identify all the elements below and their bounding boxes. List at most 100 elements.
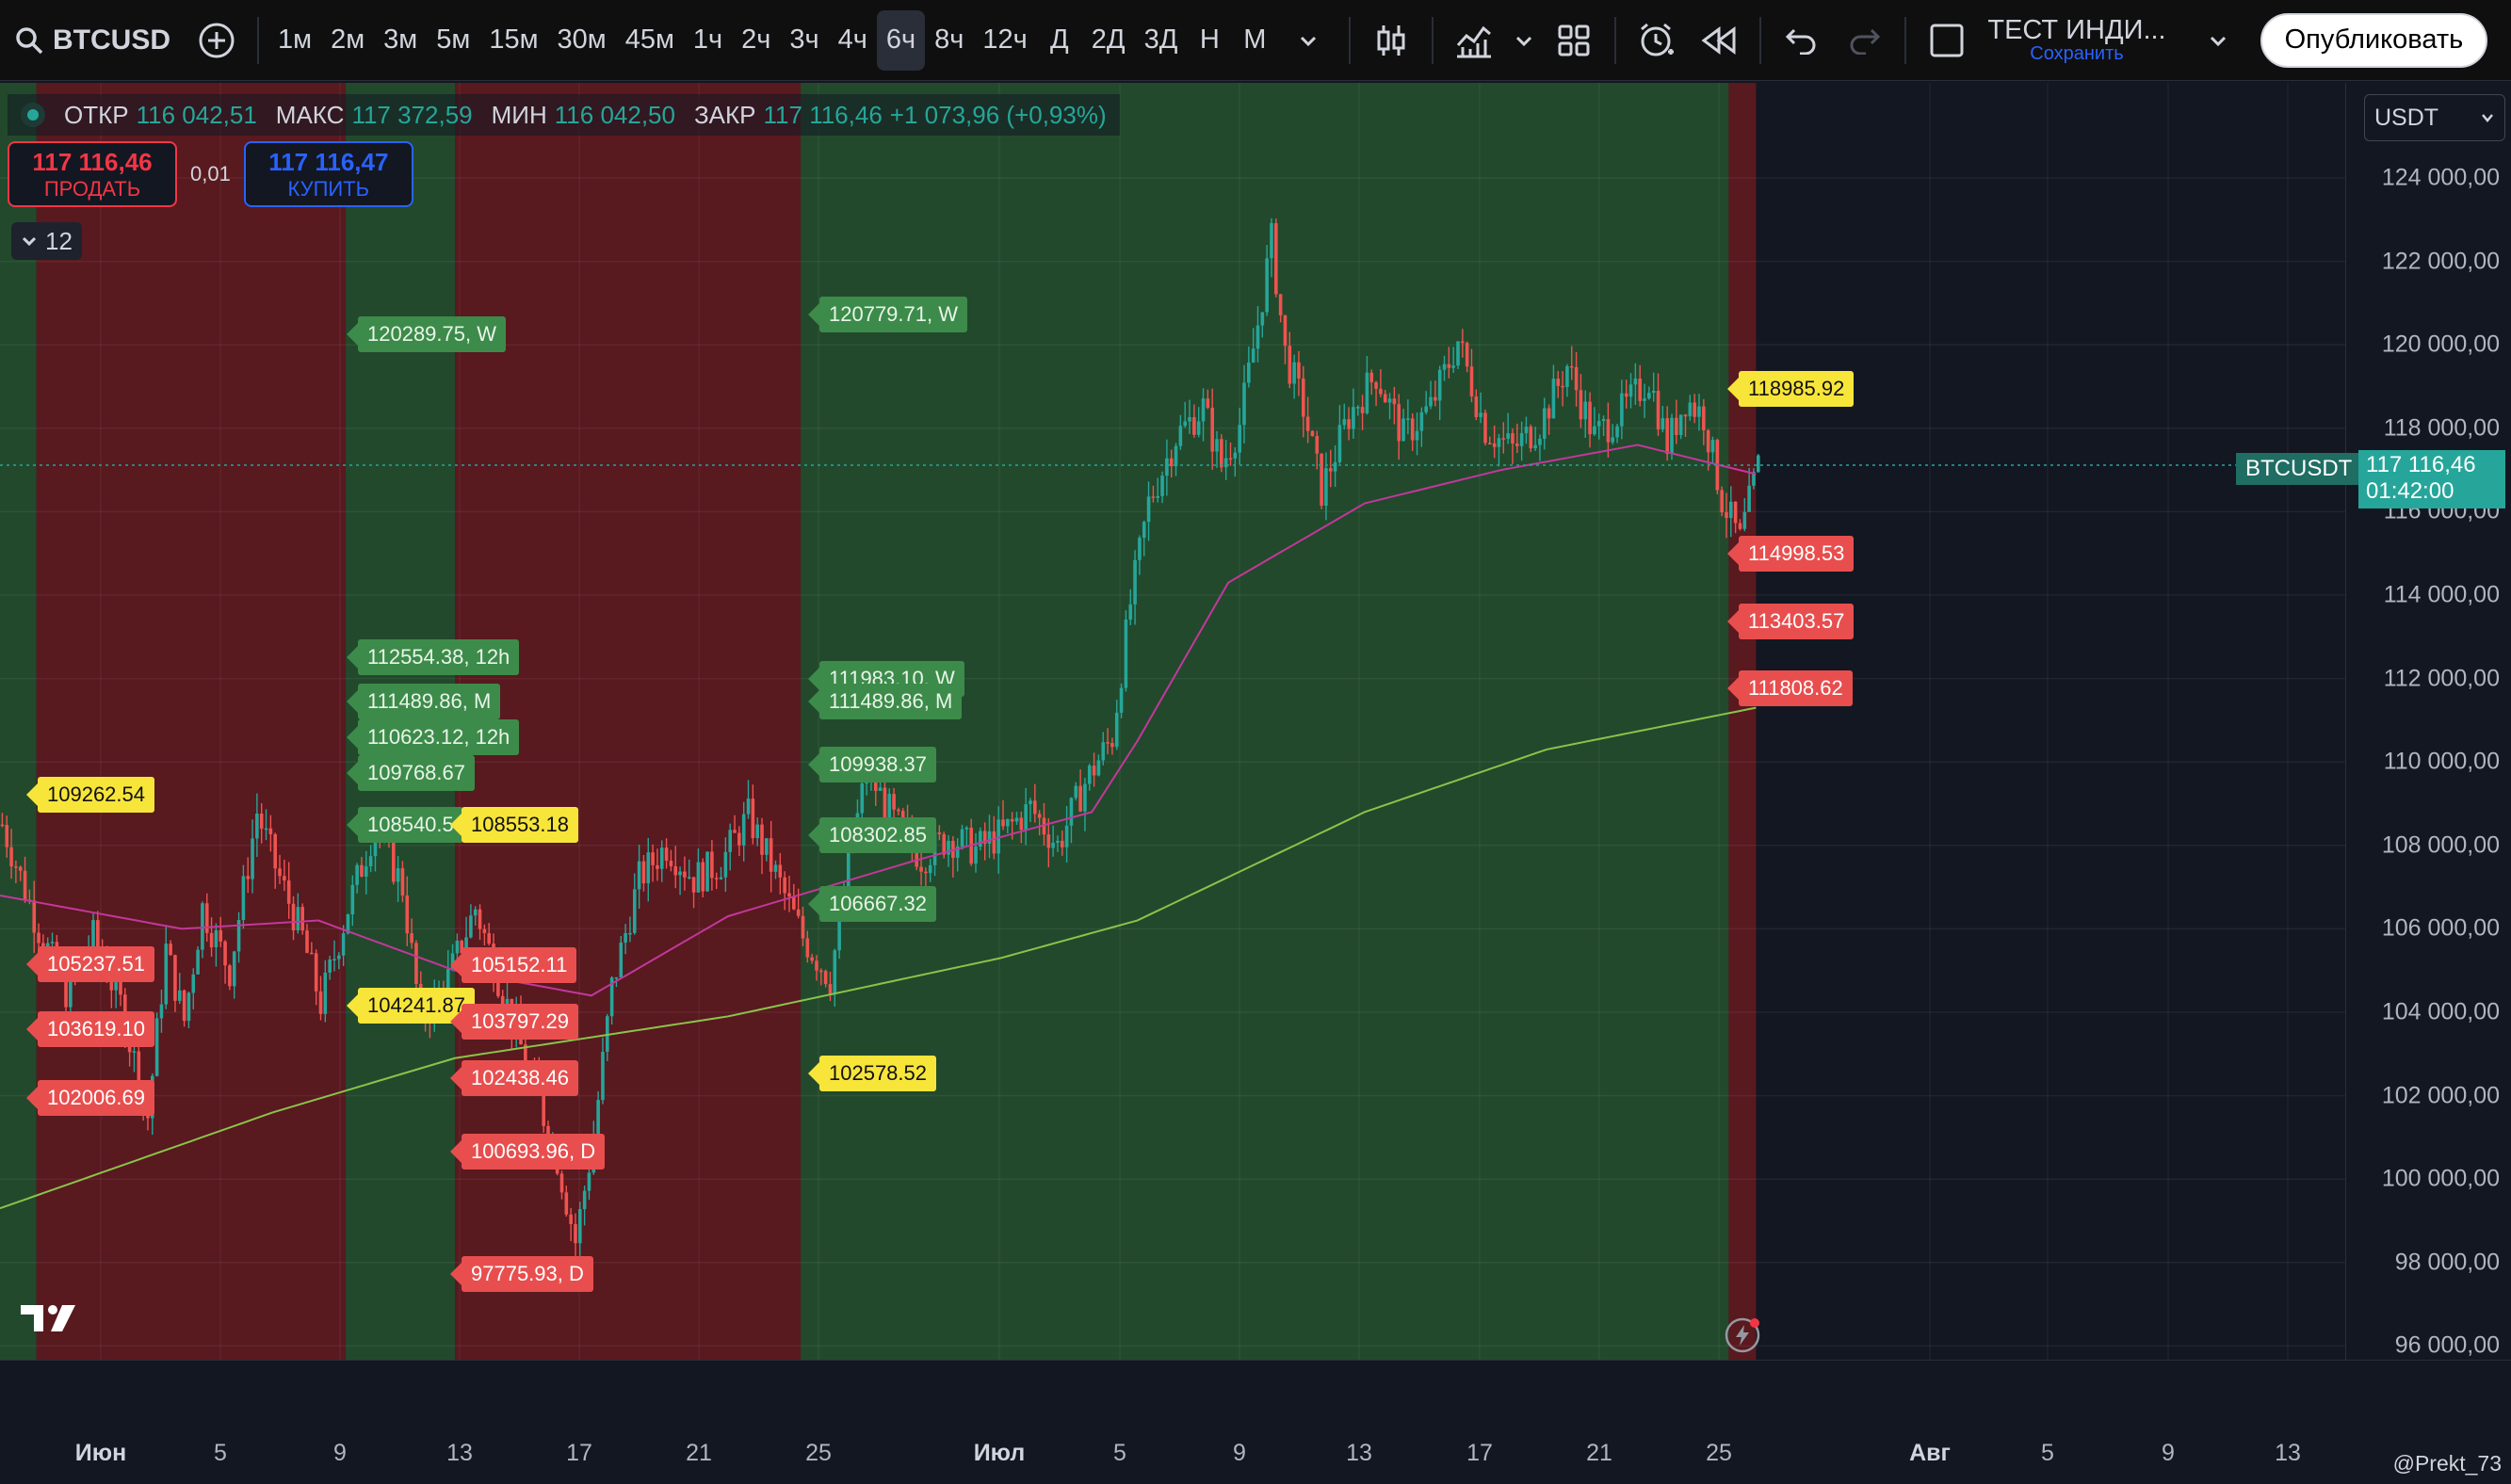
publish-button[interactable]: Опубликовать xyxy=(2260,12,2488,68)
toolbar-divider xyxy=(1432,16,1434,64)
level-marker: 111808.62 xyxy=(1739,670,1853,706)
layout-dropdown-button[interactable] xyxy=(2195,10,2242,71)
interval-dropdown-button[interactable] xyxy=(1277,10,1339,71)
time-tick-label: Авг xyxy=(1909,1440,1951,1466)
candle-body xyxy=(646,852,651,884)
candle-body xyxy=(1437,369,1442,401)
candle-body xyxy=(1223,458,1228,468)
interval-option[interactable]: М xyxy=(1243,24,1267,55)
compare-symbol-button[interactable] xyxy=(186,10,248,71)
chevron-down-icon xyxy=(2482,114,2493,122)
candle-body xyxy=(751,798,755,839)
replay-button[interactable] xyxy=(1688,10,1750,71)
candle-body xyxy=(1014,817,1019,822)
candle-body xyxy=(819,970,823,973)
candle-body xyxy=(810,957,814,961)
level-marker: 97775.93, D xyxy=(462,1256,593,1292)
interval-option[interactable]: Н xyxy=(1199,24,1220,55)
layout-name[interactable]: ТЕСТ ИНДИ... Сохранить xyxy=(1978,10,2175,71)
candle-body xyxy=(760,824,764,855)
candle-body xyxy=(1029,800,1032,805)
lightning-icon[interactable] xyxy=(1724,1316,1761,1354)
chart-pane[interactable] xyxy=(0,83,2345,1360)
symbol-search[interactable]: BTCUSD xyxy=(0,10,186,71)
fullscreen-button[interactable] xyxy=(1916,10,1978,71)
candle-body xyxy=(1469,366,1474,397)
redo-button[interactable] xyxy=(1833,10,1895,71)
price-chart[interactable] xyxy=(0,83,2345,1360)
save-link[interactable]: Сохранить xyxy=(2030,43,2124,65)
layout-button[interactable] xyxy=(1543,10,1605,71)
interval-option[interactable]: 45м xyxy=(624,24,674,55)
candle-body xyxy=(678,871,682,876)
alert-button[interactable] xyxy=(1626,10,1688,71)
interval-option[interactable]: 3ч xyxy=(789,24,819,55)
candle-body xyxy=(955,847,960,858)
interval-option[interactable]: 30м xyxy=(557,24,607,55)
sell-button[interactable]: 117 116,46 ПРОДАТЬ xyxy=(8,141,177,207)
interval-option[interactable]: 12ч xyxy=(982,24,1028,55)
top-toolbar: BTCUSD 1м 2м 3м 5м 15м 30м 45м 1ч 2ч 3ч 4ч 6ч 8ч 12ч Д… xyxy=(0,0,2511,81)
candle-body xyxy=(1628,384,1633,397)
buy-button[interactable]: 117 116,47 КУПИТЬ xyxy=(243,141,413,207)
sell-label: ПРОДАТЬ xyxy=(43,176,141,201)
candle-body xyxy=(1278,294,1283,315)
currency-select[interactable]: USDT xyxy=(2364,94,2505,141)
level-marker: 108553.18 xyxy=(462,807,578,843)
candle-body xyxy=(310,952,314,955)
candle-body xyxy=(892,794,896,810)
candle-body xyxy=(524,1044,527,1069)
interval-option[interactable]: 3м xyxy=(383,24,418,55)
candle-body xyxy=(360,864,364,877)
price-axis[interactable]: 124 000,00 122 000,00 120 000,00 118 000,00… xyxy=(2345,83,2511,1360)
interval-option[interactable]: 1м xyxy=(278,24,313,55)
interval-option[interactable]: 6ч xyxy=(876,9,926,71)
time-tick-label: Июн xyxy=(74,1440,127,1466)
candle-body xyxy=(833,950,837,994)
candle-body xyxy=(473,909,478,916)
time-tick-label: 25 xyxy=(1706,1440,1732,1466)
undo-button[interactable] xyxy=(1771,10,1833,71)
time-tick-label: 5 xyxy=(1113,1440,1126,1466)
chart-type-button[interactable] xyxy=(1360,10,1422,71)
indicators-collapse-button[interactable]: 12 xyxy=(11,222,82,260)
level-marker: 109938.37 xyxy=(819,747,936,782)
candle-body xyxy=(1324,468,1328,507)
interval-option[interactable]: 4ч xyxy=(837,24,867,55)
zone-background xyxy=(1728,83,1757,1360)
candle-body xyxy=(919,866,923,872)
interval-option[interactable]: 2м xyxy=(331,24,365,55)
candle-body xyxy=(1461,341,1465,344)
indicators-dropdown-button[interactable] xyxy=(1505,10,1543,71)
candle-body xyxy=(346,914,350,934)
candle-body xyxy=(974,847,978,864)
interval-option[interactable]: 2ч xyxy=(741,24,771,55)
interval-option[interactable]: Д xyxy=(1049,24,1069,55)
candle-body xyxy=(23,870,27,900)
price-tick-label: 106 000,00 xyxy=(2381,914,2500,942)
interval-option[interactable]: 15м xyxy=(489,24,539,55)
price-tick-label: 96 000,00 xyxy=(2394,1331,2500,1359)
last-price-value: 117 116,46 xyxy=(2366,452,2476,477)
candle-body xyxy=(1434,396,1437,401)
candle-body xyxy=(614,976,619,979)
candle-body xyxy=(609,977,614,1017)
interval-option[interactable]: 1ч xyxy=(692,24,723,55)
tradingview-logo-icon xyxy=(21,1305,75,1331)
interval-option[interactable]: 2Д xyxy=(1091,24,1126,55)
time-axis[interactable]: Июн 5 9 13 17 21 25 Июл 5 9 13 17 21 25 Авг 5 9 13 xyxy=(0,1360,2511,1484)
spread-value: 0,01 xyxy=(190,162,231,186)
interval-option[interactable]: 8ч xyxy=(934,24,964,55)
candle-body xyxy=(1620,393,1624,427)
candle-body xyxy=(1383,394,1387,403)
candle-body xyxy=(683,871,687,878)
indicators-button[interactable] xyxy=(1443,10,1505,71)
candle-body xyxy=(1397,404,1401,442)
interval-option[interactable]: 3Д xyxy=(1143,24,1178,55)
candle-body xyxy=(1010,818,1014,822)
candle-body xyxy=(746,798,751,815)
candle-body xyxy=(478,909,482,929)
candle-body xyxy=(710,851,714,879)
candle-body xyxy=(996,819,1000,854)
interval-option[interactable]: 5м xyxy=(436,24,471,55)
